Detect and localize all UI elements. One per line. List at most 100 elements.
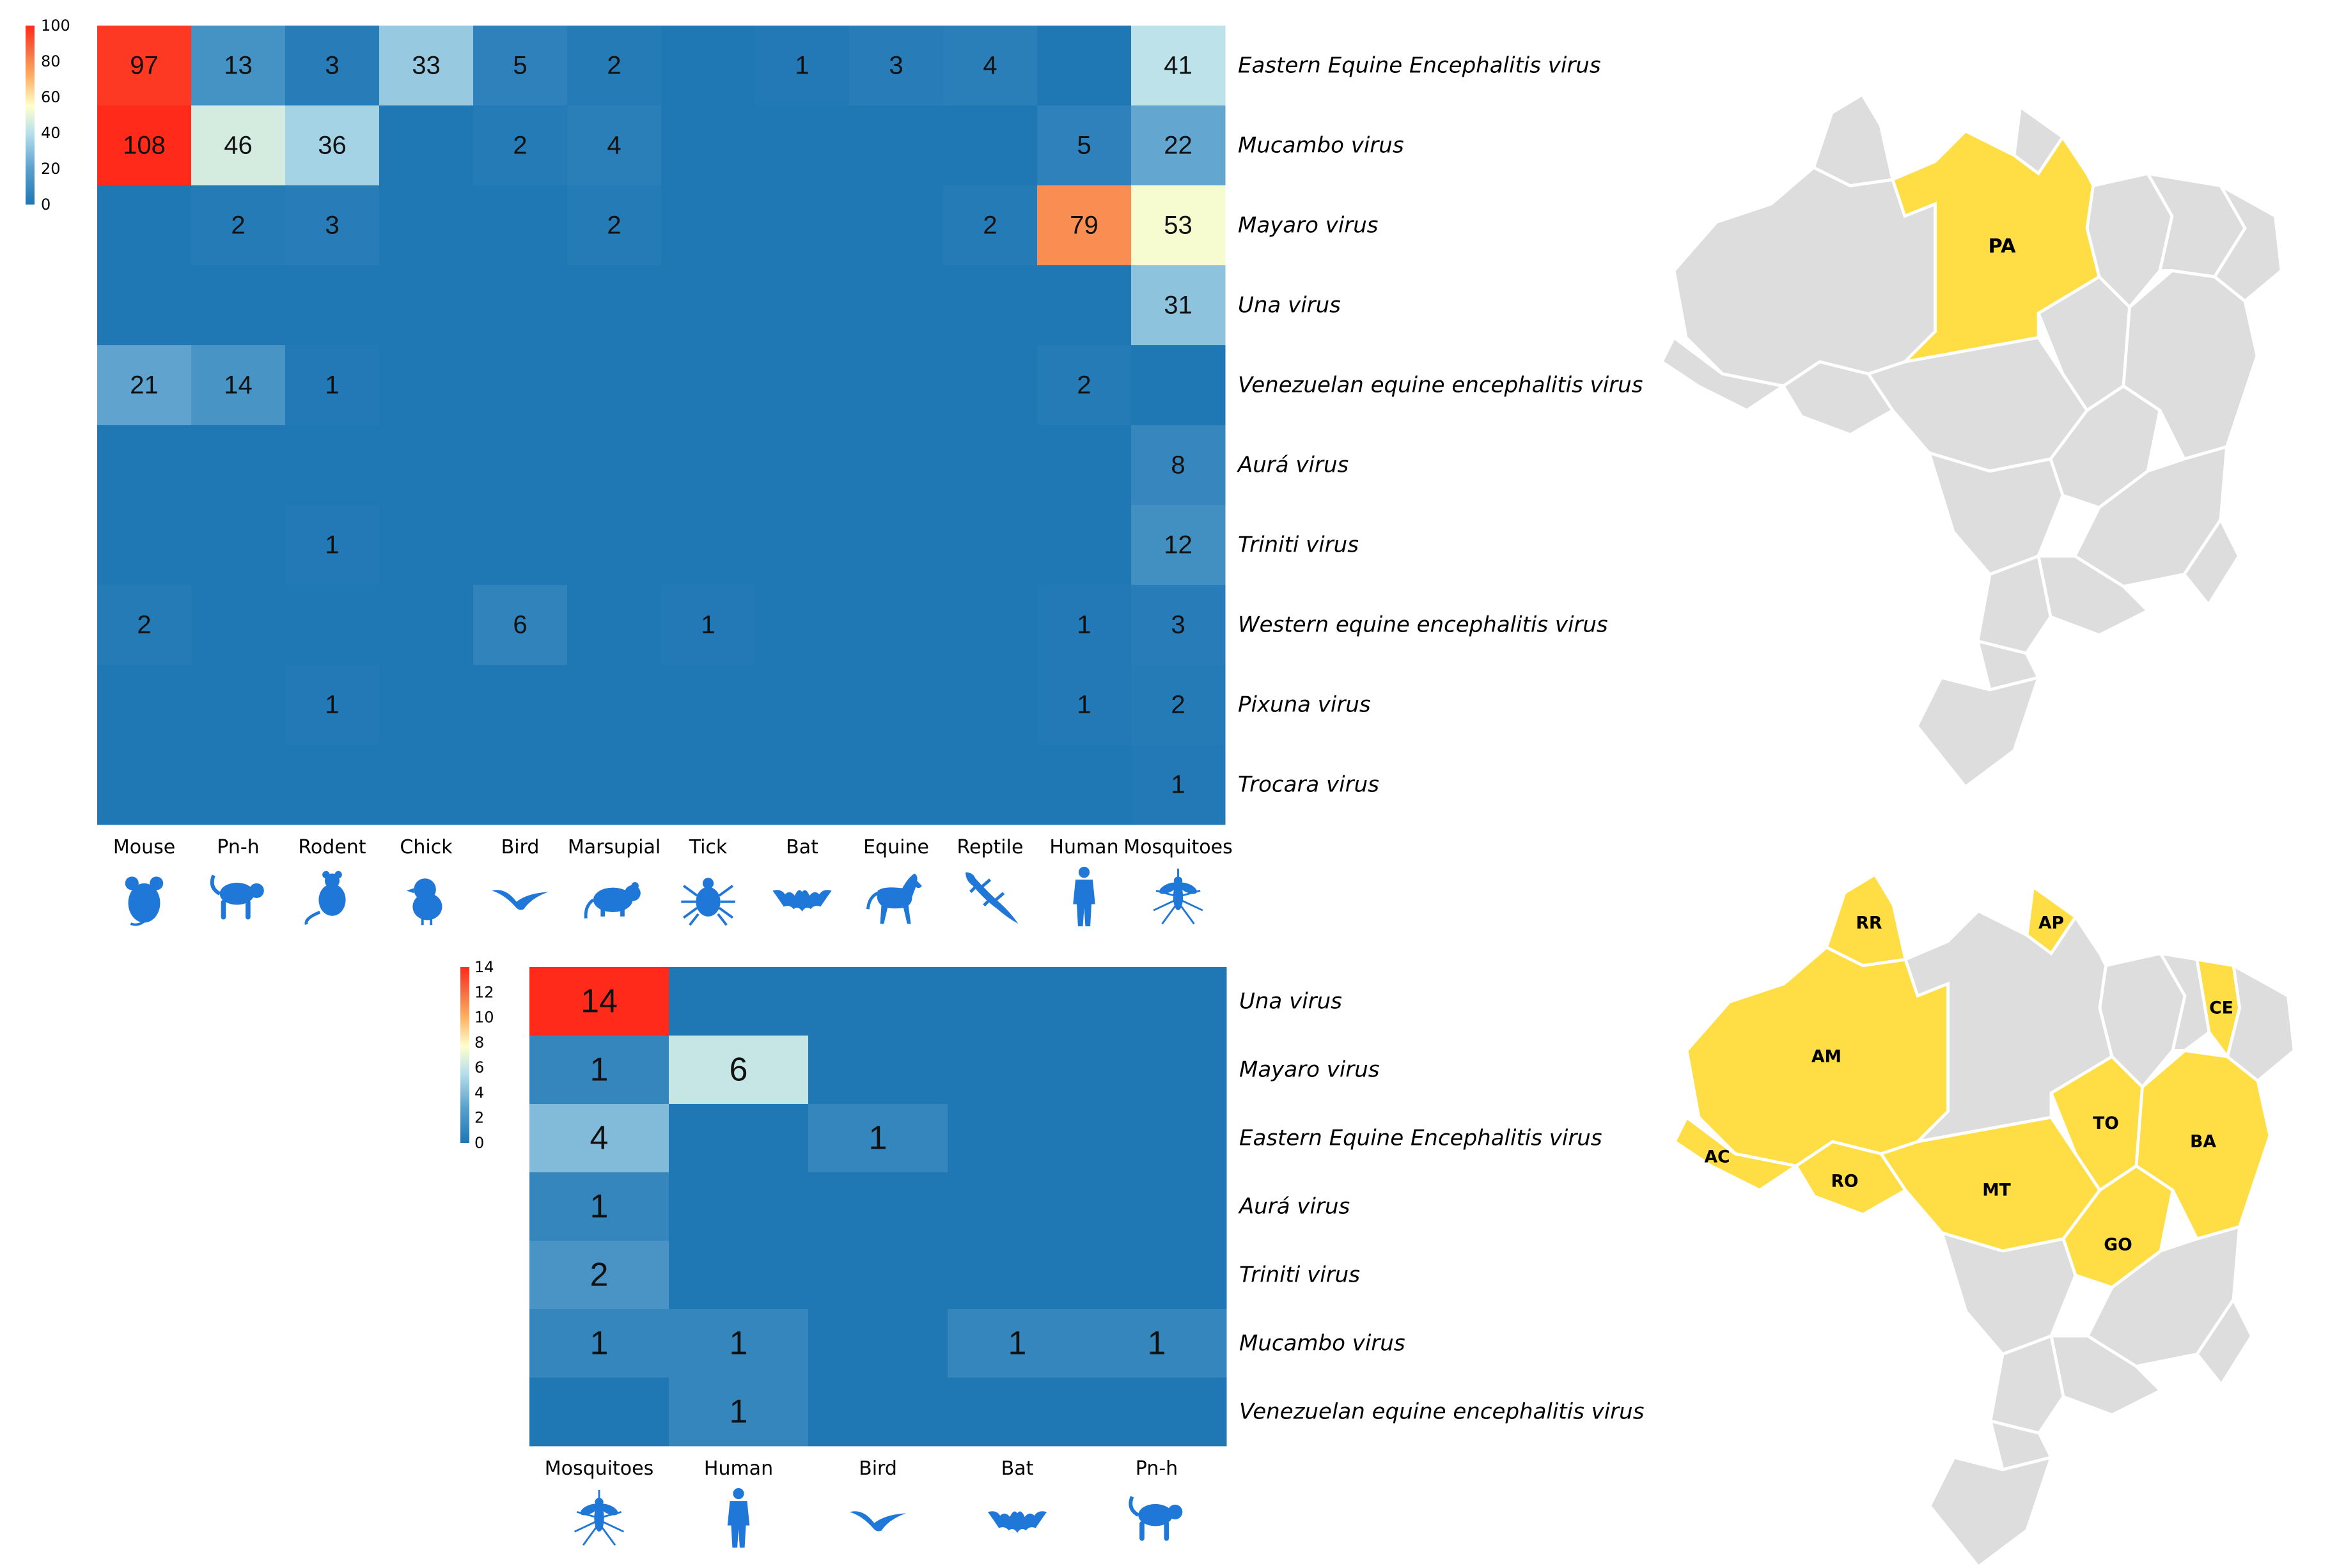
cell-value-label: 6 bbox=[730, 1052, 748, 1089]
monkey-icon bbox=[1130, 1496, 1182, 1541]
heatmap-cell bbox=[97, 345, 192, 426]
cell-value-label: 1 bbox=[869, 1120, 887, 1157]
cell-value-label: 41 bbox=[1164, 52, 1192, 80]
cell-value-label: 14 bbox=[224, 371, 253, 400]
mouse-icon bbox=[123, 875, 165, 926]
heatmap-cell bbox=[285, 585, 380, 665]
legend-tick-label: 100 bbox=[41, 17, 70, 35]
state-ro bbox=[1781, 360, 1895, 437]
cell-value-label: 2 bbox=[983, 212, 997, 240]
heatmap-bottom-cells: 14 1 6 4 1 1 2 1 1 1 1 1 bbox=[529, 967, 1227, 1447]
column-label-pn-h: Pn-h bbox=[217, 836, 259, 858]
heatmap-cell bbox=[943, 185, 1038, 266]
cell-value-label: 3 bbox=[889, 52, 903, 80]
row-label-aura-virus: Aurá virus bbox=[1238, 1194, 1350, 1220]
heatmap-cell bbox=[97, 105, 192, 186]
column-label-rodent: Rodent bbox=[298, 836, 366, 858]
bird-icon bbox=[492, 890, 549, 910]
state-label-go: GO bbox=[2104, 1235, 2132, 1255]
column-label-equine: Equine bbox=[863, 836, 929, 858]
legend-tick-label: 14 bbox=[474, 958, 494, 976]
heatmap-cell bbox=[661, 105, 756, 186]
bat-icon bbox=[772, 890, 832, 912]
heatmap-cell bbox=[379, 745, 474, 825]
heatmap-cell bbox=[755, 745, 850, 825]
cell-value-label: 1 bbox=[730, 1325, 748, 1362]
map-outline bbox=[1904, 909, 2296, 1568]
heatmap-cell bbox=[97, 26, 192, 106]
heatmap-cell bbox=[948, 1104, 1088, 1173]
heatmap-cell bbox=[948, 1036, 1088, 1105]
heatmap-cell bbox=[849, 265, 944, 346]
heatmap-cell bbox=[755, 26, 850, 106]
heatmap-cell bbox=[661, 185, 756, 266]
column-label-chick: Chick bbox=[400, 836, 453, 858]
state-label-rr: RR bbox=[1856, 913, 1882, 933]
column-label-bird: Bird bbox=[859, 1457, 897, 1480]
column-label-bat: Bat bbox=[1001, 1457, 1034, 1480]
heatmap-cell bbox=[379, 505, 474, 586]
column-label-mouse: Mouse bbox=[113, 836, 175, 858]
marsupial-icon bbox=[586, 882, 641, 919]
monkey-icon bbox=[212, 875, 264, 919]
cell-value-label: 3 bbox=[325, 52, 339, 80]
map-state-labels: RR AP AM CE AC RO TO MT BA GO bbox=[1704, 913, 2233, 1255]
state-label-ce: CE bbox=[2209, 998, 2233, 1018]
heatmap-cell bbox=[1037, 26, 1132, 106]
cell-value-label: 2 bbox=[590, 1257, 609, 1294]
state-es-rj bbox=[2182, 516, 2241, 608]
legend-tick-label: 60 bbox=[41, 88, 61, 106]
heatmap-cell bbox=[1131, 265, 1226, 346]
cell-value-label: 97 bbox=[130, 52, 159, 80]
heatmap-cell bbox=[943, 585, 1038, 665]
heatmap-cell bbox=[285, 185, 380, 266]
cell-value-label: 108 bbox=[123, 132, 166, 160]
heatmap-cell bbox=[943, 26, 1038, 106]
state-am bbox=[1672, 166, 1937, 388]
column-label-bird: Bird bbox=[501, 836, 540, 858]
heatmap-cell bbox=[473, 185, 568, 266]
legend-bottom-colorbar bbox=[460, 967, 469, 1143]
cell-value-label: 1 bbox=[795, 52, 809, 80]
state-es-rj bbox=[2195, 1296, 2254, 1388]
heatmap-cell bbox=[1131, 745, 1226, 825]
row-label-mucambo-virus: Mucambo virus bbox=[1239, 1331, 1405, 1356]
cell-value-label: 2 bbox=[1077, 371, 1091, 400]
heatmap-cell bbox=[1037, 505, 1132, 586]
state-rs bbox=[1928, 1455, 2054, 1568]
heatmap-cell bbox=[808, 967, 948, 1036]
column-label-tick: Tick bbox=[689, 836, 728, 858]
heatmap-cell bbox=[473, 665, 568, 745]
heatmap-cell bbox=[849, 585, 944, 665]
heatmap-cell bbox=[943, 345, 1038, 426]
heatmap-cell bbox=[948, 967, 1088, 1036]
heatmap-cell bbox=[1087, 1172, 1227, 1241]
heatmap-cell bbox=[1087, 1104, 1227, 1173]
row-label-western-equine-encephalitis-virus: Western equine encephalitis virus bbox=[1238, 612, 1608, 638]
heatmap-top-row-labels: Eastern Equine Encephalitis virus Mucambo… bbox=[1237, 53, 1643, 798]
heatmap-cell bbox=[808, 1172, 948, 1241]
heatmap-cell bbox=[529, 1036, 669, 1105]
cell-value-label: 2 bbox=[513, 132, 527, 160]
heatmap-cell bbox=[849, 26, 944, 106]
cell-value-label: 1 bbox=[325, 691, 339, 719]
cell-value-label: 2 bbox=[231, 212, 245, 240]
heatmap-cell bbox=[661, 26, 756, 106]
heatmap-cell bbox=[1037, 585, 1132, 665]
heatmap-cell bbox=[669, 1036, 809, 1105]
heatmap-cell bbox=[669, 1172, 809, 1241]
legend-tick-label: 0 bbox=[474, 1134, 484, 1152]
heatmap-cell bbox=[669, 1378, 809, 1447]
cell-value-label: 1 bbox=[1148, 1325, 1166, 1362]
heatmap-cell bbox=[97, 665, 192, 745]
heatmap-top-column-labels: Mouse Pn-h Rodent Chick Bird Marsupial Tick Bat… bbox=[113, 836, 1233, 858]
heatmap-cell bbox=[1087, 1309, 1227, 1378]
state-label-ba: BA bbox=[2190, 1132, 2216, 1152]
heatmap-cell bbox=[755, 185, 850, 266]
heatmap-cell bbox=[1037, 185, 1132, 266]
row-label-pixuna-virus: Pixuna virus bbox=[1238, 692, 1371, 718]
heatmap-cell bbox=[661, 345, 756, 426]
column-label-marsupial: Marsupial bbox=[568, 836, 661, 858]
heatmap-cell bbox=[755, 345, 850, 426]
